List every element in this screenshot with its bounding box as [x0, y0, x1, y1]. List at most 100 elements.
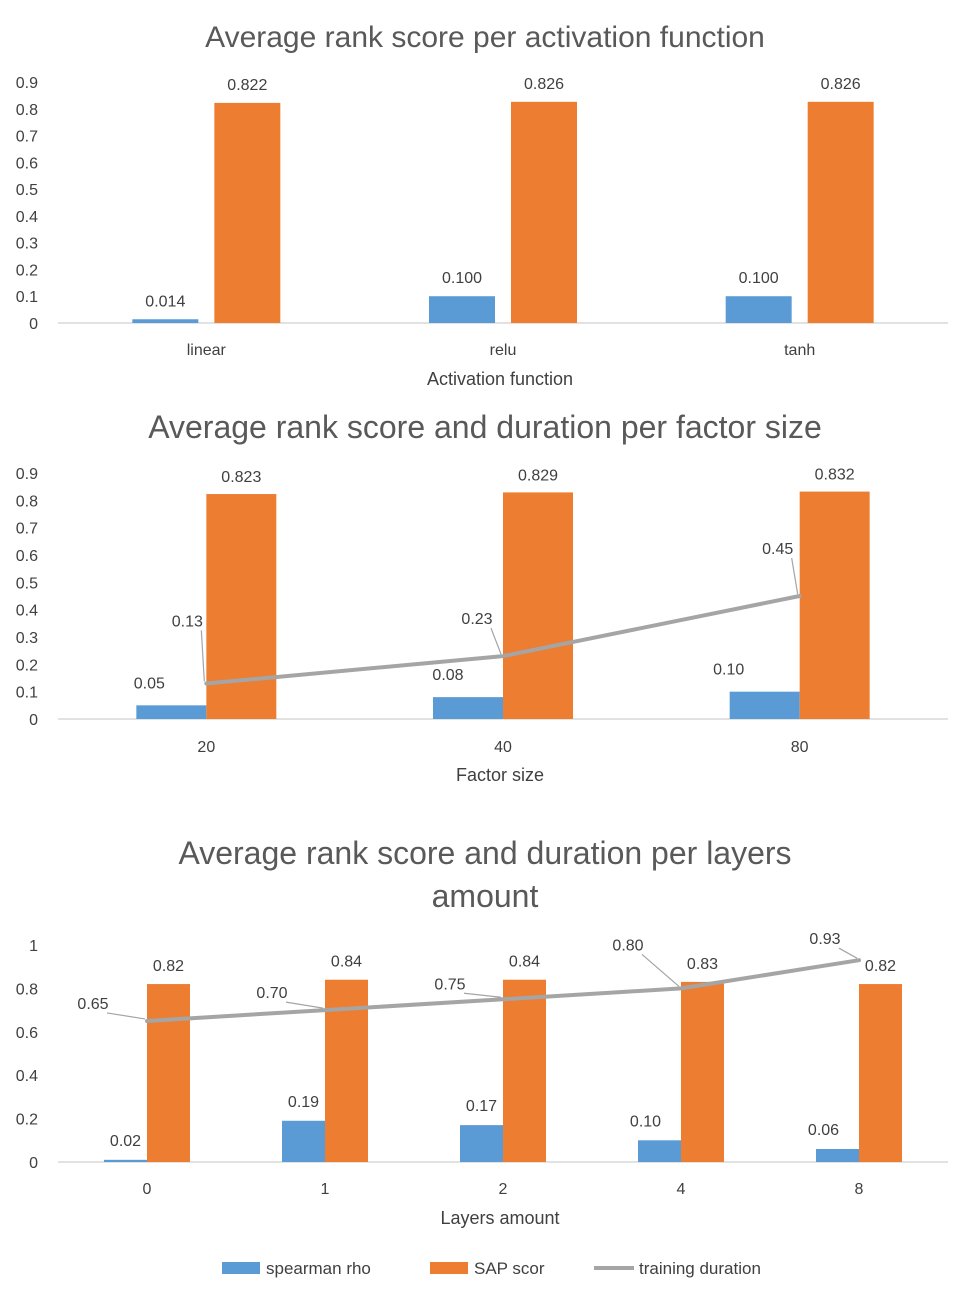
- y-tick-label: 0.6: [16, 1025, 38, 1042]
- y-tick-label: 0.2: [16, 657, 38, 674]
- y-tick-label: 0: [29, 316, 38, 333]
- x-axis-title: Factor size: [456, 765, 544, 785]
- spearman-bar: [429, 296, 495, 323]
- y-tick-label: 0.9: [16, 466, 38, 483]
- sap-data-label: 0.82: [153, 958, 184, 975]
- sap-data-label: 0.822: [227, 77, 267, 94]
- spearman-data-label: 0.19: [288, 1094, 319, 1111]
- x-tick-label: 0: [143, 1181, 152, 1198]
- spearman-data-label: 0.08: [432, 667, 463, 684]
- spearman-bar: [136, 705, 207, 719]
- chart-title-line: Average rank score and duration per laye…: [178, 835, 791, 871]
- y-tick-label: 1: [29, 938, 38, 955]
- spearman-data-label: 0.02: [110, 1133, 141, 1150]
- spearman-data-label: 0.17: [466, 1098, 497, 1115]
- x-tick-label: 1: [321, 1181, 330, 1198]
- y-tick-label: 0.4: [16, 603, 38, 620]
- x-tick-label: 8: [855, 1181, 864, 1198]
- chart-2: Average rank score and duration per fact…: [16, 409, 948, 785]
- duration-leader-line: [285, 1001, 324, 1009]
- legend: spearman rho SAP scor training duration: [222, 1259, 761, 1278]
- x-tick-label: relu: [490, 342, 517, 359]
- spearman-bar: [725, 296, 792, 323]
- sap-data-label: 0.829: [518, 467, 558, 484]
- legend-sap-label: SAP scor: [474, 1259, 545, 1278]
- spearman-data-label: 0.100: [739, 270, 779, 287]
- legend-sap-swatch: [430, 1262, 468, 1274]
- x-axis-title: Layers amount: [440, 1208, 559, 1228]
- y-tick-label: 0.8: [16, 493, 38, 510]
- sap-data-label: 0.823: [221, 469, 261, 486]
- y-tick-label: 0.5: [16, 575, 38, 592]
- sap-data-label: 0.84: [331, 954, 362, 971]
- sap-data-label: 0.826: [821, 76, 861, 93]
- duration-data-label: 0.75: [434, 976, 465, 993]
- chart-title: Average rank score per activation functi…: [205, 21, 765, 54]
- sap-bar: [859, 984, 902, 1162]
- sap-bar: [147, 984, 190, 1162]
- spearman-data-label: 0.10: [713, 662, 744, 679]
- x-tick-label: 40: [494, 739, 512, 756]
- spearman-data-label: 0.05: [134, 675, 165, 692]
- sap-bar: [206, 494, 277, 719]
- duration-leader-line: [106, 1012, 146, 1020]
- sap-data-label: 0.832: [815, 467, 855, 484]
- y-tick-label: 0.7: [16, 521, 38, 538]
- spearman-bar: [638, 1140, 681, 1162]
- duration-data-label: 0.80: [612, 937, 643, 954]
- y-tick-label: 0.1: [16, 685, 38, 702]
- sap-bar: [511, 101, 577, 323]
- x-tick-label: 20: [197, 739, 215, 756]
- spearman-bar: [816, 1148, 859, 1162]
- spearman-data-label: 0.10: [630, 1113, 661, 1130]
- y-tick-label: 0.2: [16, 262, 38, 279]
- chart-1: Average rank score per activation functi…: [16, 21, 948, 389]
- x-tick-label: linear: [187, 342, 227, 359]
- sap-bar: [681, 981, 724, 1162]
- x-axis-title: Activation function: [427, 369, 573, 389]
- legend-spearman-swatch: [222, 1262, 260, 1274]
- x-tick-label: tanh: [784, 342, 815, 359]
- sap-data-label: 0.83: [687, 956, 718, 973]
- y-tick-label: 0.8: [16, 981, 38, 998]
- spearman-bar: [460, 1125, 503, 1162]
- chart-title: Average rank score and duration per fact…: [148, 409, 822, 445]
- sap-bar: [503, 979, 546, 1162]
- y-tick-label: 0: [29, 712, 38, 729]
- duration-line: [204, 594, 802, 686]
- y-tick-label: 0.3: [16, 630, 38, 647]
- duration-leader-line: [838, 947, 858, 959]
- sap-data-label: 0.826: [524, 76, 564, 93]
- spearman-bar: [132, 319, 199, 323]
- duration-leader-line: [463, 992, 502, 998]
- y-tick-label: 0.7: [16, 129, 38, 146]
- chart-3: Average rank score and duration per laye…: [16, 835, 948, 1228]
- spearman-data-label: 0.014: [145, 293, 185, 310]
- spearman-bar: [282, 1120, 325, 1162]
- duration-data-label: 0.70: [256, 985, 287, 1002]
- x-tick-label: 4: [677, 1181, 686, 1198]
- duration-data-label: 0.45: [762, 541, 793, 558]
- sap-bar: [214, 102, 281, 324]
- y-tick-label: 0.9: [16, 75, 38, 92]
- duration-leader-line: [641, 953, 680, 987]
- duration-data-label: 0.93: [809, 931, 840, 948]
- y-tick-label: 0.6: [16, 155, 38, 172]
- spearman-data-label: 0.06: [808, 1122, 839, 1139]
- sap-bar: [503, 492, 573, 719]
- duration-data-label: 0.23: [461, 611, 492, 628]
- legend-duration-label: training duration: [639, 1259, 761, 1278]
- spearman-bar: [104, 1159, 147, 1162]
- y-tick-label: 0.3: [16, 236, 38, 253]
- y-tick-label: 0.2: [16, 1112, 38, 1129]
- duration-data-label: 0.65: [77, 996, 108, 1013]
- sap-data-label: 0.84: [509, 954, 540, 971]
- y-tick-label: 0.4: [16, 1068, 38, 1085]
- duration-leader-line: [791, 557, 799, 595]
- y-tick-label: 0: [29, 1155, 38, 1172]
- spearman-bar: [433, 697, 503, 719]
- chart-title-line: amount: [432, 878, 539, 914]
- x-tick-label: 80: [791, 739, 809, 756]
